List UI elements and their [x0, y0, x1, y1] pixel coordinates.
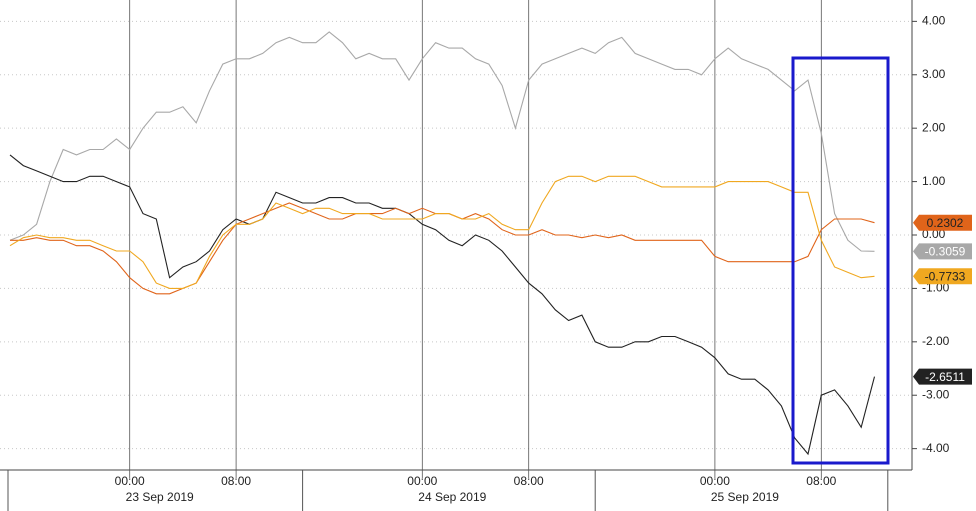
value-tag-label: -2.6511	[925, 370, 965, 384]
value-tag	[913, 214, 972, 231]
y-tick-label: 1.00	[922, 174, 946, 188]
series-line	[9, 175, 875, 289]
value-tag-label: -0.7733	[925, 269, 966, 283]
value-tag	[913, 268, 972, 285]
y-tick-label: -4.00	[922, 441, 950, 455]
highlight-box	[791, 56, 890, 465]
series-line	[9, 154, 876, 456]
y-tick-label: 4.00	[922, 14, 946, 28]
series-line	[9, 31, 875, 252]
x-tick-label: 00:00	[115, 474, 145, 488]
value-tag-label: 0.2302	[927, 216, 964, 230]
x-tick-label: 08:00	[221, 474, 251, 488]
x-tick-label: 00:00	[407, 474, 437, 488]
y-tick-label: 2.00	[922, 120, 946, 134]
date-label: 23 Sep 2019	[126, 490, 194, 504]
value-tag-label: -0.3059	[925, 245, 966, 259]
date-label: 25 Sep 2019	[711, 490, 779, 504]
x-tick-label: 00:00	[700, 474, 730, 488]
date-label: 24 Sep 2019	[418, 490, 486, 504]
y-tick-label: -3.00	[922, 387, 950, 401]
value-tag	[913, 243, 972, 260]
y-tick-label: 3.00	[922, 67, 946, 81]
value-tag	[913, 368, 972, 385]
x-tick-label: 08:00	[806, 474, 836, 488]
x-tick-label: 08:00	[514, 474, 544, 488]
y-tick-label: -2.00	[922, 334, 950, 348]
